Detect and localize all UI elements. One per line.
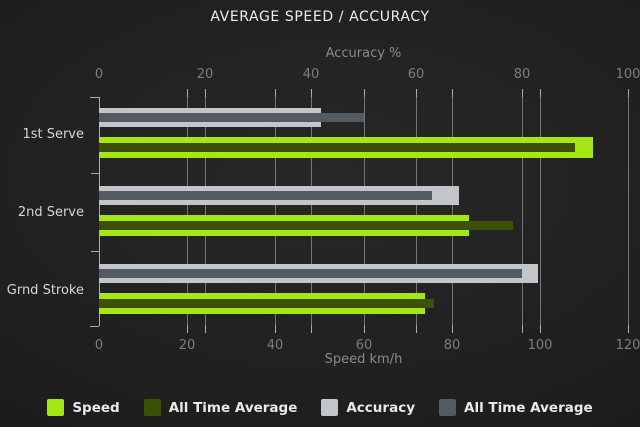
top-axis-tickmark-40 [275, 89, 276, 97]
bottom-axis-tickmark-80 [452, 325, 453, 333]
legend-swatch-accuracy-all-time-average [439, 399, 456, 416]
bottom-axis-tick-label-60: 60 [355, 338, 373, 353]
bottom-axis-tickmark-20 [205, 325, 206, 333]
bottom-axis-gridline-100 [540, 97, 541, 325]
bottom-axis-gridline-120 [628, 97, 629, 325]
category-row-2nd-serve [99, 175, 628, 253]
top-axis-tickmark-60 [364, 89, 365, 97]
plot-area [99, 97, 629, 325]
speed-all-time-average-bar [99, 221, 513, 230]
bottom-axis-tick-label-100: 100 [527, 338, 553, 353]
top-axis-tickmark-60 [416, 89, 417, 97]
top-axis-tick-label-0: 0 [94, 67, 104, 82]
bottom-axis-tickmark-60 [416, 325, 417, 333]
top-axis-gridline-40 [311, 97, 312, 325]
chart-title: AVERAGE SPEED / ACCURACY [210, 9, 430, 25]
top-axis-tickmark-20 [187, 89, 188, 97]
top-axis-tickmark-80 [452, 89, 453, 97]
top-axis-tickmark-120 [628, 89, 629, 97]
top-axis-gridline-20 [205, 97, 206, 325]
top-axis-tick-label-80: 80 [513, 67, 531, 82]
legend-item-accuracy-all-time-average: All Time Average [439, 399, 593, 416]
legend-item-speed: Speed [47, 399, 120, 416]
bottom-axis-tick-label-20: 20 [178, 338, 196, 353]
legend-label-accuracy-all-time-average: All Time Average [464, 399, 593, 416]
speed-all-time-average-bar [99, 143, 575, 152]
category-label: 1st Serve [22, 127, 84, 142]
bottom-axis-title: Speed km/h [324, 352, 403, 367]
speed-all-time-average-bar [99, 299, 434, 308]
chart-legend: Speed All Time Average Accuracy All Time… [0, 399, 640, 416]
accuracy-all-time-average-bar [99, 191, 432, 200]
top-axis-tickmark-100 [540, 89, 541, 97]
top-axis-tickmark-20 [205, 89, 206, 97]
category-row-1st-serve [99, 97, 628, 175]
bottom-axis-tickmark-100 [540, 325, 541, 333]
legend-label-speed: Speed [72, 399, 120, 416]
category-tick-2 [91, 251, 99, 252]
bottom-axis-gridline-80 [452, 97, 453, 325]
bottom-axis-tickmark-60 [364, 325, 365, 333]
category-row-grnd-stroke [99, 253, 628, 331]
top-axis-tick-label-40: 40 [302, 67, 320, 82]
top-axis-tickmark-40 [311, 89, 312, 97]
bottom-axis-tickmark-40 [311, 325, 312, 333]
category-label: Grnd Stroke [6, 283, 84, 298]
legend-label-accuracy: Accuracy [346, 399, 415, 416]
category-label: 2nd Serve [17, 205, 84, 220]
bottom-axis-tick-label-120: 120 [615, 338, 640, 353]
bottom-axis-tick-label-40: 40 [266, 338, 284, 353]
accuracy-all-time-average-bar [99, 269, 522, 278]
top-axis-tick-label-20: 20 [196, 67, 214, 82]
y-axis-line [99, 97, 100, 326]
bottom-axis-tick-label-80: 80 [443, 338, 461, 353]
top-axis-tickmark-80 [522, 89, 523, 97]
top-axis-tick-label-60: 60 [407, 67, 425, 82]
category-tick-1 [91, 173, 99, 174]
bottom-axis-tickmark-40 [275, 325, 276, 333]
legend-swatch-speed-all-time-average [143, 399, 161, 416]
bottom-axis-gridline-60 [364, 97, 365, 325]
bottom-axis-tickmark-80 [522, 325, 523, 333]
top-axis-gridline-60 [416, 97, 417, 325]
top-axis-gridline-80 [522, 97, 523, 325]
bottom-axis-tick-label-0: 0 [94, 338, 104, 353]
bottom-axis-gridline-20 [187, 97, 188, 325]
legend-item-speed-all-time-average: All Time Average [143, 399, 298, 416]
bottom-axis-gridline-40 [275, 97, 276, 325]
accuracy-all-time-average-bar [99, 113, 364, 122]
bottom-axis-tickmark-20 [187, 325, 188, 333]
legend-swatch-speed [47, 399, 65, 416]
legend-label-speed-all-time-average: All Time Average [168, 399, 298, 416]
bottom-axis-tickmark-120 [628, 325, 629, 333]
top-axis-title: Accuracy % [325, 46, 402, 61]
y-axis-top-foot [90, 97, 99, 98]
y-axis-bottom-foot [90, 326, 99, 327]
legend-item-accuracy: Accuracy [321, 399, 415, 416]
legend-swatch-accuracy [321, 399, 339, 416]
top-axis-tick-label-100: 100 [615, 67, 640, 82]
